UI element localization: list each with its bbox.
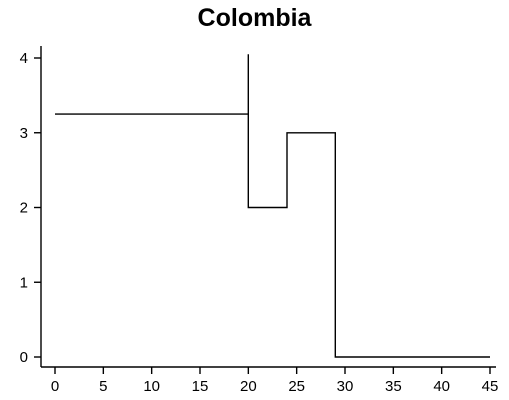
x-tick-label: 0 (51, 378, 59, 395)
chart-title: Colombia (197, 4, 312, 32)
x-tick-label: 15 (192, 378, 209, 395)
y-tick-label: 2 (20, 200, 28, 217)
x-tick-label: 45 (482, 378, 499, 395)
y-tick-label: 4 (20, 50, 28, 67)
x-tick-label: 25 (288, 378, 305, 395)
y-tick-label: 3 (20, 125, 28, 142)
x-tick-label: 35 (385, 378, 402, 395)
series-line-1 (55, 54, 490, 358)
y-tick-label: 0 (20, 349, 28, 366)
y-tick-label: 1 (20, 274, 28, 291)
x-tick-label: 20 (240, 378, 257, 395)
x-axis-ticks: 0 5 10 15 20 25 30 35 40 45 (51, 367, 499, 395)
x-tick-label: 40 (433, 378, 450, 395)
y-axis-ticks: 0 1 2 3 4 (20, 50, 41, 366)
series-group (55, 54, 490, 358)
x-tick-label: 5 (99, 378, 107, 395)
x-tick-label: 30 (337, 378, 354, 395)
x-tick-label: 10 (143, 378, 160, 395)
